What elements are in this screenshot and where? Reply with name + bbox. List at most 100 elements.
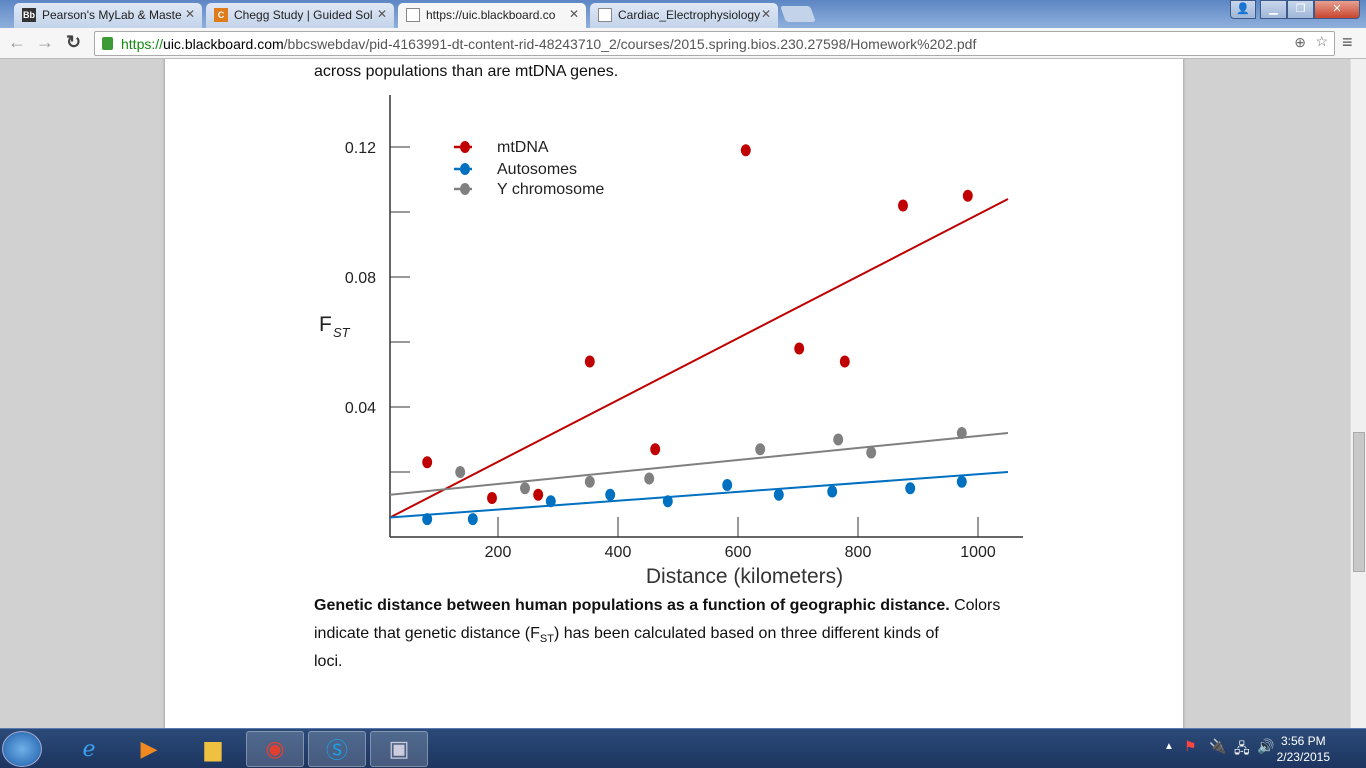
- legend-label: mtDNA: [497, 139, 549, 156]
- x-tick-label: 1000: [960, 544, 996, 561]
- data-point: [533, 488, 544, 501]
- y-tick-label: 0.04: [345, 400, 376, 417]
- data-point: [905, 482, 916, 495]
- data-point: [740, 144, 751, 157]
- data-point: [605, 488, 616, 501]
- close-window-button[interactable]: ✕: [1314, 0, 1360, 19]
- tab-cardiac[interactable]: Cardiac_Electrophysiology ✕: [590, 3, 778, 28]
- legend-label: Autosomes: [497, 161, 577, 178]
- tab-bar: Bb Pearson's MyLab & Maste ✕ C Chegg Study …: [0, 0, 1366, 28]
- chegg-icon: C: [214, 8, 228, 22]
- close-tab-icon[interactable]: ✕: [760, 7, 771, 21]
- data-point: [662, 495, 673, 508]
- bookmark-star-icon[interactable]: ☆: [1315, 33, 1328, 49]
- pdf-viewer: across populations than are mtDNA genes.…: [0, 59, 1350, 728]
- data-point: [722, 479, 733, 491]
- data-point: [794, 342, 805, 355]
- fst-chart: 0.04 0.08 0.12 200 400 600 800 1000 Distance (ki…: [319, 95, 1023, 588]
- trendline-0: [389, 198, 1009, 519]
- data-point: [545, 495, 556, 508]
- vertical-scrollbar[interactable]: [1350, 59, 1366, 728]
- data-point: [584, 355, 595, 368]
- data-point: [487, 492, 497, 504]
- figure-caption: Genetic distance between human populatio…: [314, 597, 1000, 615]
- clock[interactable]: 3:56 PM 2/23/2015: [1277, 733, 1330, 765]
- data-point: [422, 513, 433, 526]
- close-tab-icon[interactable]: ✕: [376, 7, 387, 21]
- forward-icon[interactable]: →: [36, 32, 54, 52]
- lock-icon: [102, 37, 113, 50]
- legend-marker: [460, 183, 470, 195]
- data-point: [467, 513, 478, 526]
- data-point: [644, 472, 655, 485]
- taskbar: ℯ ▶ ▆ ◉ Ⓢ ▣ ▲ ⚑ 🔌 🖧 🔊 3:56 PM 2/23/2015: [0, 728, 1366, 768]
- tab-blackboard-pdf[interactable]: https://uic.blackboard.co ✕: [398, 3, 586, 28]
- skype-icon[interactable]: Ⓢ: [308, 731, 366, 767]
- data-point: [422, 456, 433, 469]
- clock-date: 2/23/2015: [1276, 750, 1330, 764]
- caption-bold: Genetic distance between human populatio…: [314, 597, 950, 614]
- network-icon[interactable]: 🖧: [1234, 740, 1250, 756]
- minimize-button[interactable]: ▁: [1260, 0, 1287, 19]
- x-tick-label: 400: [605, 544, 632, 561]
- tab-label: Pearson's MyLab & Maste: [42, 8, 182, 22]
- caption-text: indicate that genetic distance (F: [314, 625, 540, 642]
- browser-toolbar: ← → ↻ https://uic.blackboard.com/bbcsweb…: [0, 28, 1366, 59]
- action-center-icon[interactable]: ⚑: [1184, 738, 1197, 754]
- media-player-icon[interactable]: ▶: [140, 736, 158, 761]
- x-tick-label: 200: [485, 544, 512, 561]
- x-axis-label: Distance (kilometers): [646, 565, 843, 588]
- back-icon[interactable]: ←: [8, 32, 26, 52]
- document-icon: [598, 8, 612, 22]
- data-point: [520, 482, 530, 495]
- data-point: [962, 189, 973, 202]
- x-tick-label: 800: [845, 544, 872, 561]
- data-point: [584, 475, 595, 488]
- y-axis-label-sub: ST: [333, 325, 351, 340]
- data-point: [827, 485, 838, 498]
- data-point: [898, 199, 908, 212]
- data-point: [839, 355, 850, 368]
- zoom-icon[interactable]: ⊕: [1294, 34, 1306, 50]
- data-point: [650, 443, 661, 456]
- remote-desktop-icon[interactable]: ▣: [370, 731, 428, 767]
- legend-marker: [460, 163, 470, 175]
- data-point: [866, 446, 877, 459]
- scrollbar-thumb[interactable]: [1353, 432, 1365, 572]
- maximize-button[interactable]: ❐: [1287, 0, 1314, 19]
- close-tab-icon[interactable]: ✕: [184, 7, 195, 21]
- tab-pearson[interactable]: Bb Pearson's MyLab & Maste ✕: [14, 3, 202, 28]
- figure-caption-line3: loci.: [314, 653, 343, 670]
- address-bar[interactable]: https://uic.blackboard.com/bbcswebdav/pi…: [94, 31, 1335, 56]
- legend-marker: [460, 141, 470, 153]
- caption-text: Colors: [949, 597, 1001, 614]
- data-point: [956, 475, 967, 488]
- caption-text: ) has been calculated based on three dif…: [553, 625, 939, 642]
- blackboard-icon: Bb: [22, 8, 36, 22]
- y-tick-label: 0.08: [345, 270, 376, 287]
- url-domain: uic.blackboard.com: [163, 36, 284, 52]
- tab-label: Cardiac_Electrophysiology: [618, 8, 761, 22]
- trendline-2: [389, 432, 1009, 496]
- url-scheme: https://: [121, 36, 164, 52]
- reload-icon[interactable]: ↻: [66, 32, 82, 52]
- volume-icon[interactable]: 🔊: [1257, 738, 1275, 754]
- power-icon[interactable]: 🔌: [1209, 738, 1227, 754]
- caption-sub: ST: [539, 633, 554, 646]
- chrome-icon[interactable]: ◉: [246, 731, 304, 767]
- ie-icon[interactable]: ℯ: [82, 736, 96, 761]
- start-button[interactable]: [2, 731, 42, 767]
- new-tab-button[interactable]: [780, 6, 816, 22]
- file-explorer-icon[interactable]: ▆: [204, 736, 222, 761]
- y-tick-label: 0.12: [345, 140, 376, 157]
- clock-time: 3:56 PM: [1280, 734, 1326, 748]
- data-point: [833, 433, 844, 446]
- tab-chegg[interactable]: C Chegg Study | Guided Sol ✕: [206, 3, 394, 28]
- figure-caption-line2: indicate that genetic distance (FST) has…: [314, 625, 939, 645]
- legend-label: Y chromosome: [497, 181, 604, 198]
- menu-icon[interactable]: ≡: [1342, 32, 1353, 52]
- user-icon[interactable]: 👤: [1230, 0, 1256, 19]
- body-text: across populations than are mtDNA genes.: [314, 63, 619, 80]
- close-tab-icon[interactable]: ✕: [568, 7, 579, 21]
- show-hidden-icons[interactable]: ▲: [1164, 741, 1174, 752]
